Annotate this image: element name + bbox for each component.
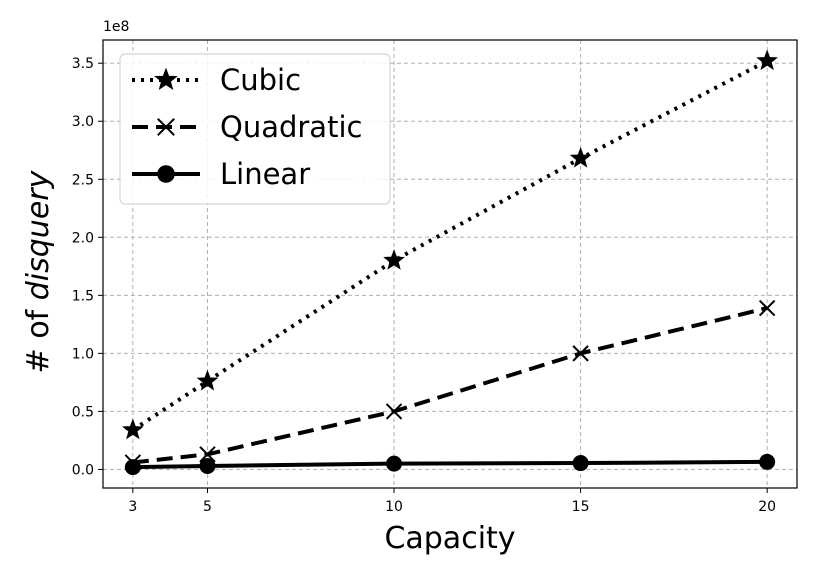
y-tick-label: 0.5 xyxy=(72,404,94,420)
series-quadratic-point xyxy=(199,446,216,463)
series-linear-point xyxy=(386,455,403,472)
series-linear-point xyxy=(124,459,141,476)
y-offset-label: 1e8 xyxy=(103,19,129,35)
plot-frame xyxy=(102,39,798,489)
x-tick-label: 5 xyxy=(203,499,212,515)
series-linear-point xyxy=(199,457,216,474)
series-quadratic xyxy=(124,299,776,471)
legend-label-linear: Linear xyxy=(220,157,310,191)
legend-quadratic-marker xyxy=(157,118,175,136)
series-linear-point xyxy=(572,455,589,472)
series-linear xyxy=(124,453,776,476)
legend: Cubic Quadratic Linear xyxy=(119,53,391,205)
legend-label-quadratic: Quadratic xyxy=(220,110,362,144)
series-cubic-line xyxy=(131,59,769,432)
y-tick-label: 3.5 xyxy=(72,56,94,72)
y-tick-label: 1.0 xyxy=(72,346,94,362)
x-tick-label: 15 xyxy=(572,499,590,515)
legend-cubic-marker xyxy=(154,67,178,91)
ticks: 3 5 10 15 20 0.0 0.5 1.0 1.5 2.0 2.5 3.0 3.5 xyxy=(72,56,776,515)
series-quadratic-point xyxy=(758,299,776,317)
series-quadratic-line xyxy=(132,306,768,465)
y-tick-label: 3.0 xyxy=(72,114,94,130)
legend-label-cubic: Cubic xyxy=(220,63,301,97)
series-cubic xyxy=(121,49,779,440)
series-linear-line xyxy=(132,459,768,470)
x-tick-label: 10 xyxy=(385,499,403,515)
x-tick-label: 20 xyxy=(758,499,776,515)
y-tick-label: 2.5 xyxy=(72,172,94,188)
x-tick-label: 3 xyxy=(128,499,137,515)
y-axis-title-italic: disquery xyxy=(21,169,56,300)
series-cubic-point xyxy=(196,369,219,391)
series-cubic-point xyxy=(383,249,405,270)
series-cubic-point xyxy=(756,49,779,71)
y-tick-label: 1.5 xyxy=(72,288,94,304)
series-cubic-point xyxy=(121,418,144,440)
series-quadratic-point xyxy=(572,345,589,362)
series-cubic-point xyxy=(569,146,592,168)
legend-box xyxy=(119,53,391,205)
y-axis-title: # of disquery xyxy=(21,169,56,373)
series-linear-point xyxy=(759,453,776,470)
legend-linear-marker xyxy=(157,165,175,183)
series-layer xyxy=(121,49,779,476)
y-axis-title-prefix: # of xyxy=(21,300,56,373)
y-tick-label: 2.0 xyxy=(72,230,94,246)
series-quadratic-point xyxy=(385,403,403,420)
x-axis-title: Capacity xyxy=(384,521,515,556)
grid xyxy=(103,40,797,488)
y-tick-label: 0.0 xyxy=(72,462,94,478)
